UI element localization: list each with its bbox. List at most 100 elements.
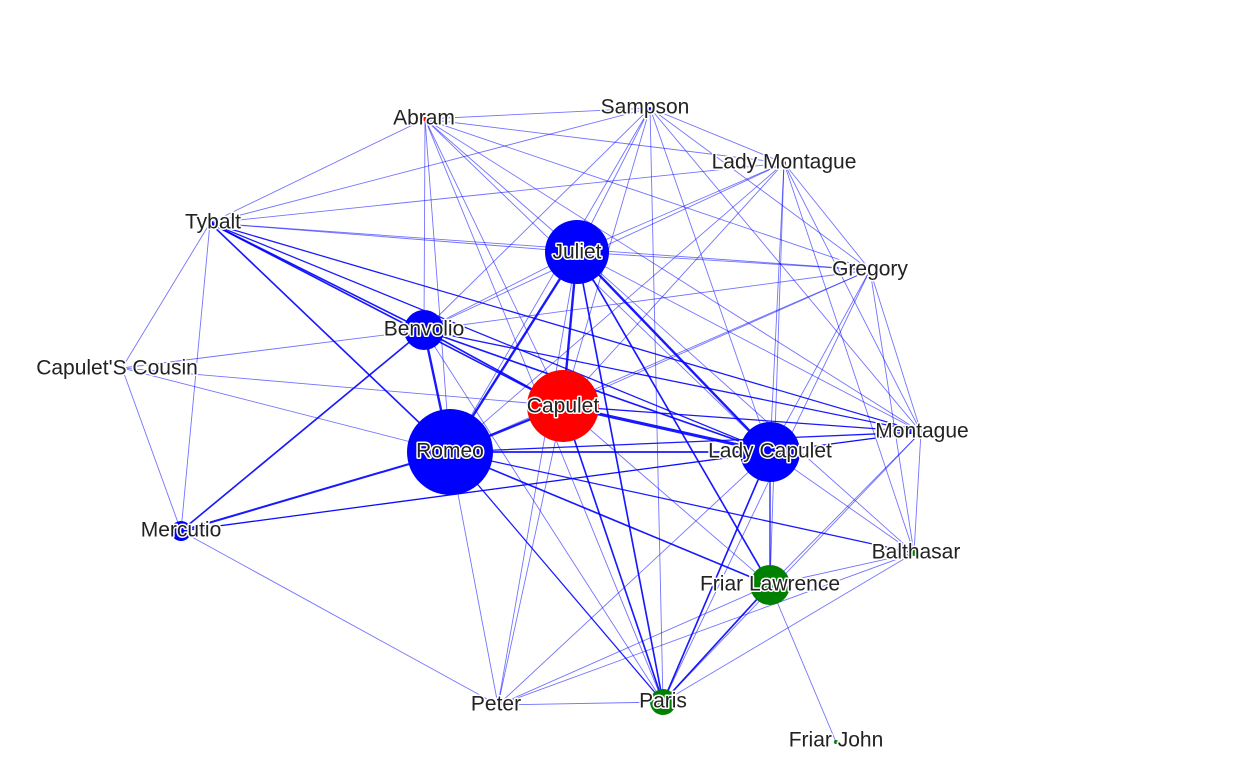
edge-friar-lawrence-lady-montague — [769, 162, 785, 586]
node-tybalt[interactable] — [207, 220, 213, 226]
edge-benvolio-paris — [423, 329, 664, 703]
node-layer — [120, 107, 927, 744]
edge-juliet-peter — [497, 251, 578, 706]
node-label-paris: Paris — [639, 690, 687, 713]
edge-sampson-gregory — [649, 107, 871, 271]
edge-romeo-friar-lawrence — [449, 451, 771, 586]
edge-tybalt-gregory — [209, 222, 871, 271]
edge-juliet-tybalt — [209, 222, 578, 253]
edge-lady-montague-balthasar — [783, 162, 915, 554]
node-label-juliet: Juliet — [552, 241, 601, 264]
edge-lady-capulet-lady-montague — [769, 162, 785, 453]
node-label-montague: Montague — [875, 420, 968, 443]
edge-romeo-montague — [449, 431, 922, 453]
edge-romeo-balthasar — [449, 451, 915, 554]
edge-benvolio-montague — [423, 329, 922, 433]
node-balthasar[interactable] — [911, 550, 917, 556]
node-lady-capulet[interactable] — [740, 422, 800, 482]
node-friar-lawrence[interactable] — [750, 565, 790, 605]
edge-paris-montague — [662, 431, 922, 703]
node-capulet[interactable] — [527, 370, 599, 442]
node-label-gregory: Gregory — [832, 258, 908, 281]
edge-friar-lawrence-montague — [769, 431, 922, 586]
edge-romeo-abram — [424, 118, 451, 453]
node-label-benvolio: Benvolio — [384, 318, 465, 341]
node-label-lady-capulet: Lady Capulet — [708, 440, 832, 463]
edge-benvolio-capulets-cousin — [121, 329, 425, 369]
node-label-tybalt: Tybalt — [185, 211, 241, 234]
edge-romeo-mercutio — [179, 450, 452, 533]
node-label-abram: Abram — [393, 107, 455, 130]
node-sampson[interactable] — [649, 107, 651, 109]
edge-lady-capulet-sampson — [649, 107, 771, 453]
edge-juliet-lady-capulet — [575, 250, 772, 454]
node-paris[interactable] — [650, 689, 676, 715]
edge-benvolio-sampson — [423, 107, 651, 331]
edge-friar-lawrence-peter — [497, 584, 771, 706]
edge-paris-peter — [497, 701, 664, 706]
edge-montague-lady-montague — [783, 162, 922, 433]
edge-juliet-lady-montague — [576, 162, 785, 253]
edge-benvolio-mercutio — [180, 329, 425, 532]
node-gregory[interactable] — [869, 269, 871, 271]
edge-montague-balthasar — [913, 431, 922, 554]
node-label-balthasar: Balthasar — [872, 541, 961, 564]
node-benvolio[interactable] — [404, 310, 444, 350]
node-montague[interactable] — [915, 426, 927, 438]
node-romeo[interactable] — [407, 409, 493, 495]
edge-romeo-gregory — [449, 269, 871, 453]
node-peter[interactable] — [497, 704, 499, 706]
edge-tybalt-montague — [209, 222, 922, 433]
edge-montague-abram — [424, 118, 922, 433]
edge-friar-lawrence-friar-john — [769, 584, 837, 743]
node-friar-john[interactable] — [834, 740, 838, 744]
node-label-peter: Peter — [471, 693, 521, 716]
edge-romeo-sampson — [449, 107, 651, 453]
edge-mercutio-capulets-cousin — [121, 367, 182, 532]
edge-lady-capulet-benvolio — [423, 329, 771, 453]
node-lady-montague[interactable] — [782, 161, 786, 165]
node-mercutio[interactable] — [171, 521, 191, 541]
edge-abram-sampson — [424, 107, 651, 120]
edge-paris-balthasar — [662, 552, 915, 703]
edge-benvolio-abram — [423, 118, 426, 331]
node-label-mercutio: Mercutio — [141, 519, 222, 542]
edge-capulet-friar-lawrence — [562, 405, 771, 586]
edge-lady-capulet-abram — [424, 118, 771, 453]
edge-tybalt-abram — [209, 118, 426, 224]
edge-tybalt-capulets-cousin — [121, 222, 211, 369]
edge-friar-lawrence-balthasar — [769, 552, 915, 586]
edge-lady-capulet-paris — [662, 451, 771, 703]
edge-capulet-paris — [562, 405, 664, 703]
edge-mercutio-peter — [180, 530, 499, 706]
node-label-capulets-cousin: Capulet'S Cousin — [36, 357, 198, 380]
edge-romeo-lady-montague — [449, 162, 785, 453]
edge-tybalt-sampson — [209, 107, 651, 224]
node-label-capulet: Capulet — [527, 395, 600, 418]
edge-romeo-capulets-cousin — [121, 367, 451, 453]
edge-juliet-paris — [576, 251, 664, 703]
edge-benvolio-tybalt — [209, 222, 425, 331]
edge-gregory-balthasar — [869, 269, 915, 554]
edge-lady-capulet-peter — [497, 451, 771, 706]
node-capulets-cousin[interactable] — [120, 366, 124, 370]
edge-balthasar-peter — [497, 552, 915, 706]
edge-abram-lady-montague — [424, 118, 785, 164]
edge-capulet-peter — [497, 405, 564, 706]
label-layer: Abram Sampson Lady Montague Tybalt Juliet Gre… — [35, 94, 971, 753]
edge-sampson-lady-montague — [649, 107, 785, 164]
node-abram[interactable] — [423, 117, 427, 121]
edge-juliet-abram — [424, 118, 578, 253]
edge-tybalt-lady-montague — [209, 162, 785, 224]
edge-capulet-gregory — [562, 269, 871, 407]
node-juliet[interactable] — [545, 220, 609, 284]
node-label-friar-lawrence: Friar Lawrence — [700, 573, 840, 596]
edge-abram-gregory — [424, 118, 871, 271]
edge-montague-sampson — [649, 107, 922, 433]
edge-capulet-montague — [562, 405, 922, 433]
edge-juliet-gregory — [576, 251, 871, 271]
edge-romeo-tybalt — [209, 222, 451, 453]
edge-gregory-lady-montague — [783, 162, 871, 271]
edge-capulet-tybalt — [209, 222, 564, 407]
node-label-romeo: Romeo — [416, 440, 484, 463]
